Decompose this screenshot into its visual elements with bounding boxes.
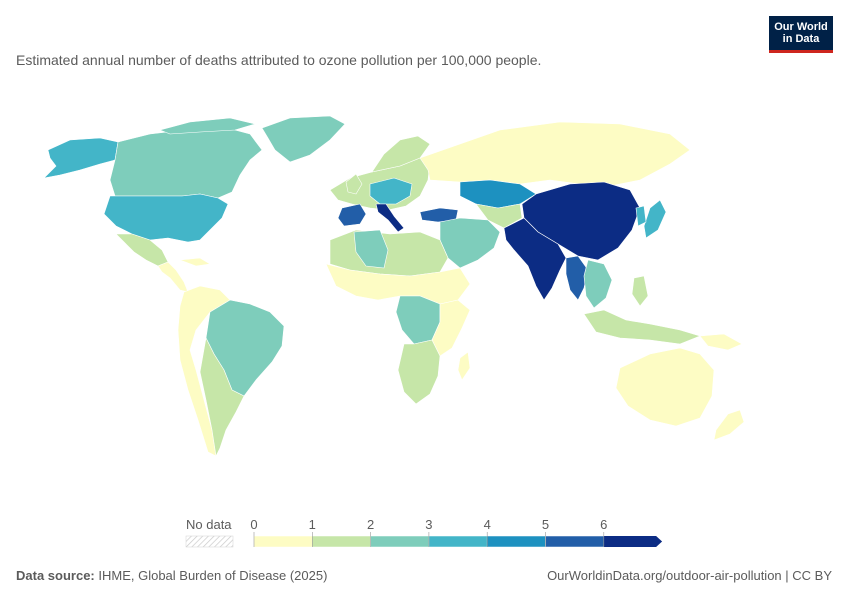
owid-logo[interactable]: Our World in Data <box>769 16 833 53</box>
region-new-zealand[interactable] <box>713 409 745 441</box>
region-east-africa[interactable] <box>431 299 471 357</box>
data-source-label: Data source: <box>16 568 95 583</box>
legend-bin-5[interactable] <box>545 535 605 548</box>
data-source: Data source: IHME, Global Burden of Dise… <box>16 568 327 583</box>
region-greenland[interactable] <box>261 115 346 163</box>
region-madagascar[interactable] <box>457 351 471 381</box>
region-algeria[interactable] <box>353 229 389 269</box>
region-russia[interactable] <box>419 121 691 187</box>
data-source-text: IHME, Global Burden of Disease (2025) <box>94 568 328 583</box>
world-map <box>0 100 850 480</box>
color-legend: No data 0 1 2 3 4 5 6 <box>0 512 850 552</box>
region-caribbean[interactable] <box>179 257 211 267</box>
legend-tick-0: 0 <box>250 517 257 532</box>
region-central-europe[interactable] <box>369 177 413 205</box>
chart-subtitle: Estimated annual number of deaths attrib… <box>16 52 542 68</box>
region-south-america-north[interactable] <box>177 285 231 457</box>
region-north-africa[interactable] <box>329 229 449 277</box>
region-japan[interactable] <box>643 199 667 239</box>
legend-tick-1: 1 <box>309 517 316 532</box>
source-url[interactable]: OurWorldinData.org/outdoor-air-pollution… <box>547 568 832 583</box>
logo-line-2: in Data <box>782 33 820 45</box>
legend-bin-4[interactable] <box>486 535 546 548</box>
legend-tick-3: 3 <box>425 517 432 532</box>
region-central-asia[interactable] <box>475 203 523 229</box>
region-southern-africa[interactable] <box>397 339 441 405</box>
region-myanmar[interactable] <box>565 255 589 301</box>
legend-bin-2[interactable] <box>370 535 430 548</box>
region-indonesia[interactable] <box>583 309 701 345</box>
legend-bin-6[interactable] <box>603 536 663 547</box>
legend-bins <box>253 535 663 548</box>
legend-tick-4: 4 <box>484 517 491 532</box>
region-central-america[interactable] <box>157 261 189 293</box>
region-arctic-islands[interactable] <box>159 117 256 135</box>
region-italy[interactable] <box>375 203 405 233</box>
region-uk[interactable] <box>345 173 363 195</box>
legend-tick-6: 6 <box>600 517 607 532</box>
region-south-america-south[interactable] <box>199 337 245 457</box>
region-korea[interactable] <box>635 205 647 227</box>
legend-tick-2: 2 <box>367 517 374 532</box>
region-scandinavia[interactable] <box>371 135 431 173</box>
legend-bin-1[interactable] <box>312 535 371 548</box>
region-papua[interactable] <box>699 333 743 351</box>
legend-ticks: 0 1 2 3 4 5 6 <box>250 517 607 547</box>
region-spain[interactable] <box>337 203 367 227</box>
legend-no-data-label: No data <box>186 517 232 532</box>
legend-tick-5: 5 <box>542 517 549 532</box>
legend-no-data-swatch <box>185 535 234 548</box>
region-se-asia[interactable] <box>583 259 613 309</box>
legend-bin-0[interactable] <box>253 535 313 548</box>
region-middle-east[interactable] <box>439 217 501 269</box>
region-australia[interactable] <box>615 347 715 427</box>
region-alaska[interactable] <box>43 137 119 179</box>
logo-line-1: Our World <box>774 21 828 33</box>
legend-bin-3[interactable] <box>428 535 488 548</box>
region-philippines[interactable] <box>631 275 649 307</box>
region-usa[interactable] <box>103 193 229 243</box>
region-india[interactable] <box>503 217 567 301</box>
region-canada[interactable] <box>109 125 263 199</box>
